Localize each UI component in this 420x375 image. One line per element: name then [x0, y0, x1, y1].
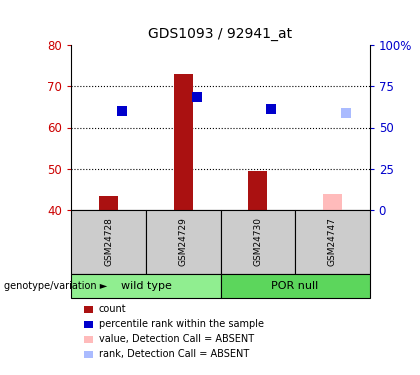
Text: rank, Detection Call = ABSENT: rank, Detection Call = ABSENT: [99, 350, 249, 359]
Text: GSM24728: GSM24728: [104, 217, 113, 266]
Text: percentile rank within the sample: percentile rank within the sample: [99, 320, 264, 329]
Text: count: count: [99, 304, 126, 314]
Text: GSM24730: GSM24730: [253, 217, 262, 266]
Text: GSM24729: GSM24729: [179, 217, 188, 266]
Text: GSM24747: GSM24747: [328, 217, 337, 266]
Text: value, Detection Call = ABSENT: value, Detection Call = ABSENT: [99, 334, 254, 344]
Bar: [100, 196, 118, 210]
Point: [119, 108, 126, 114]
Bar: [323, 194, 341, 210]
Text: genotype/variation ►: genotype/variation ►: [4, 281, 108, 291]
Point: [268, 106, 275, 112]
Point: [342, 110, 349, 116]
Bar: [249, 171, 267, 210]
Text: wild type: wild type: [121, 281, 171, 291]
Point: [193, 94, 200, 100]
Title: GDS1093 / 92941_at: GDS1093 / 92941_at: [148, 27, 293, 41]
Bar: [174, 74, 192, 210]
Text: POR null: POR null: [271, 281, 319, 291]
